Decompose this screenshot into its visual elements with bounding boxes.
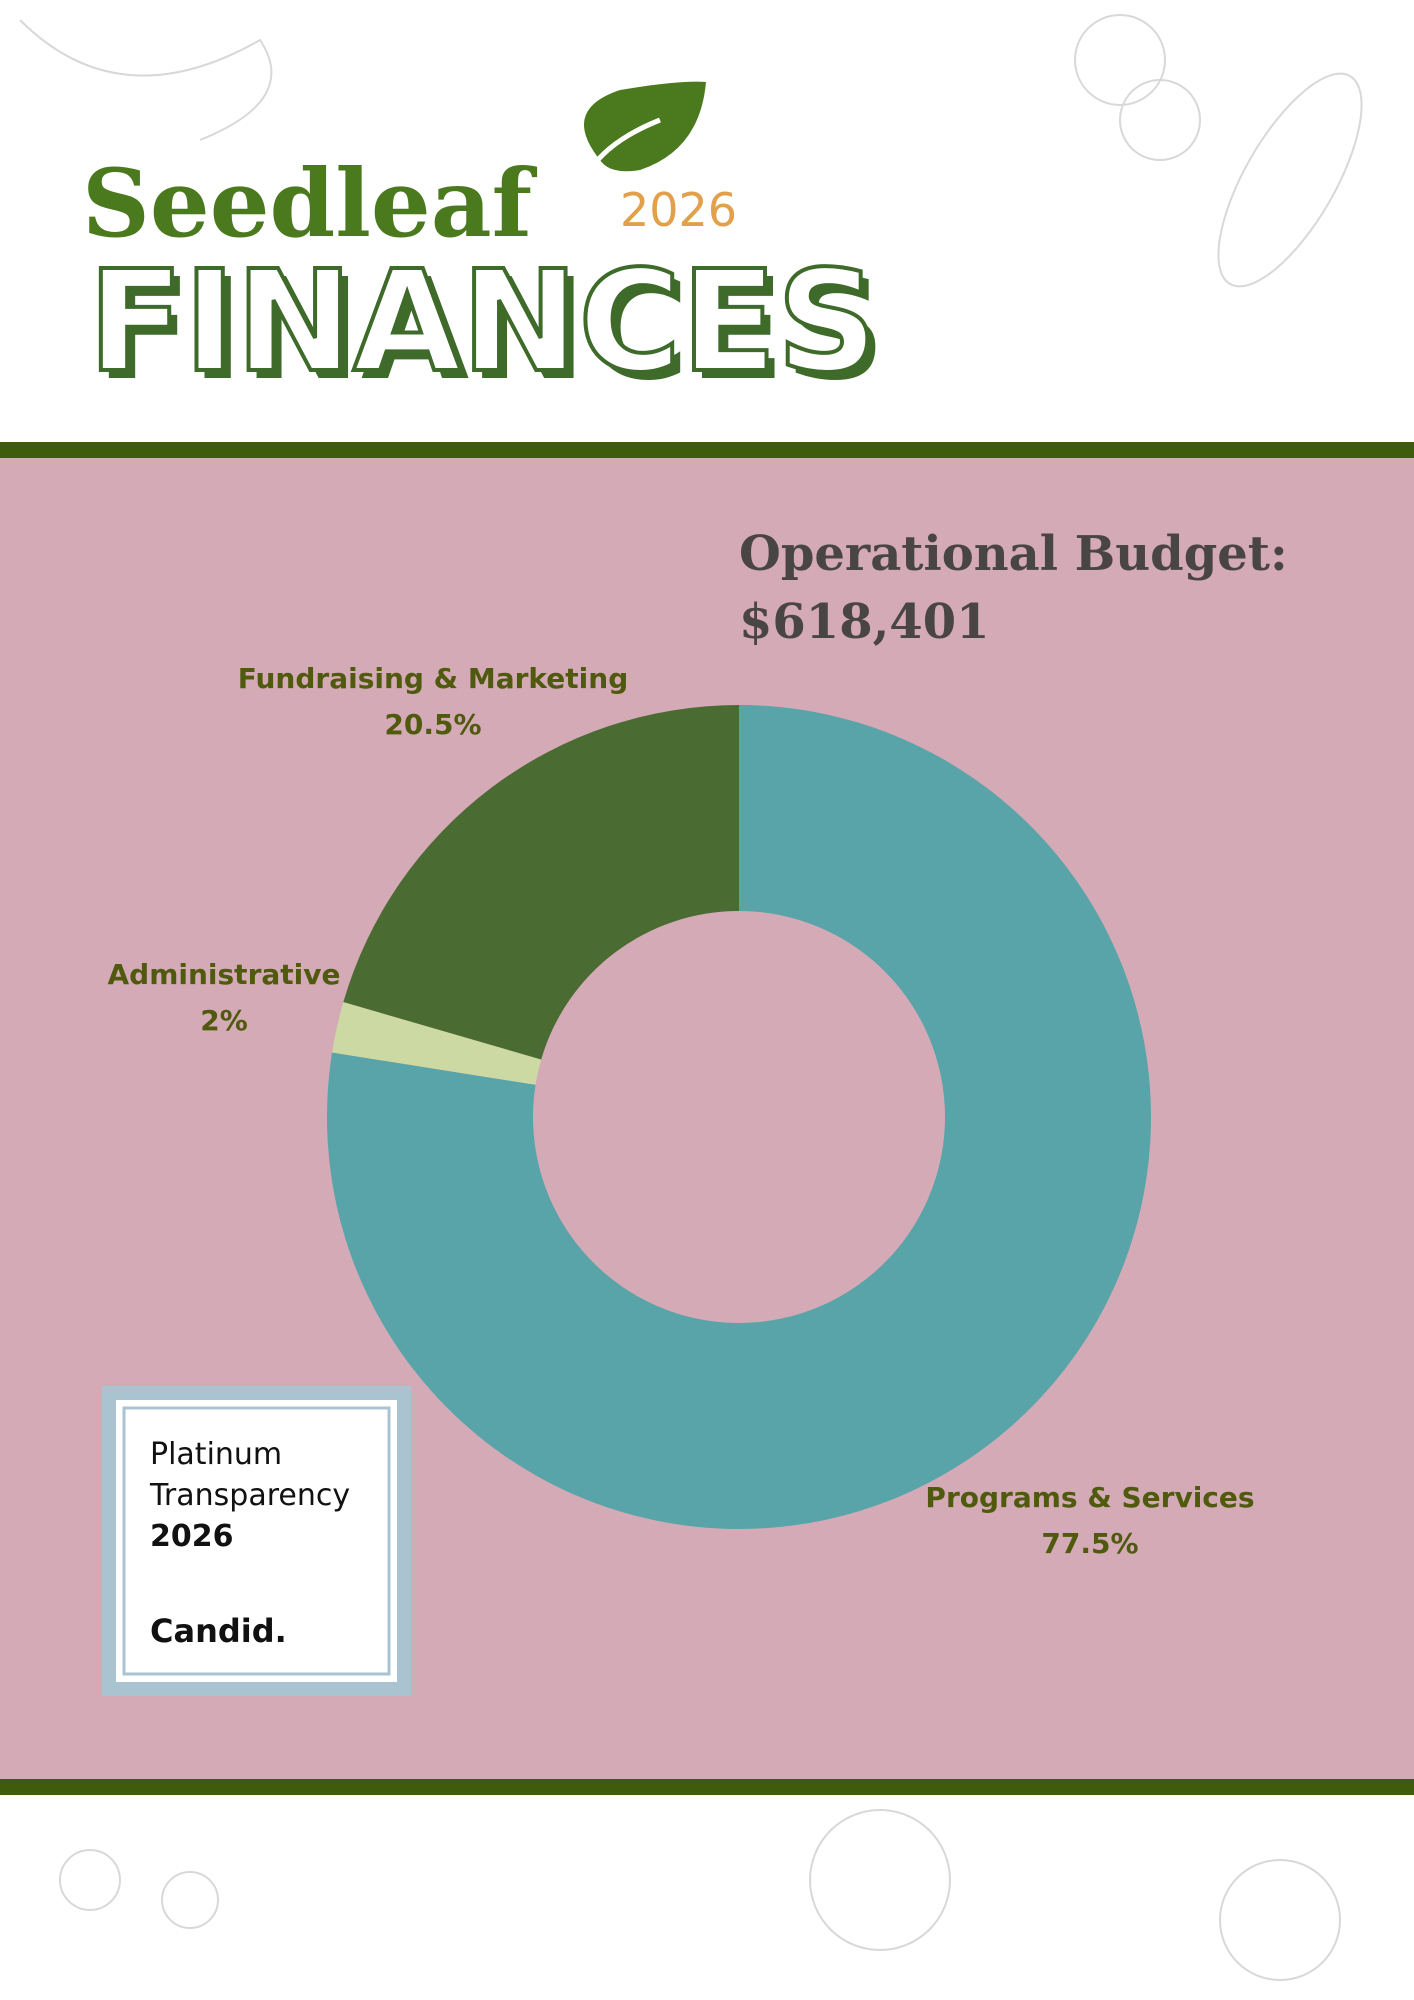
badge-line: Platinum — [150, 1437, 282, 1472]
donut-segment — [332, 1002, 542, 1085]
segment-label: Fundraising & Marketing — [238, 662, 628, 695]
badge — [116, 1400, 397, 1682]
badge-line: Transparency — [149, 1478, 350, 1513]
segment-value: 20.5% — [384, 708, 481, 741]
segment-label: Programs & Services — [925, 1481, 1254, 1514]
donut-segment — [343, 705, 739, 1060]
segment-value: 77.5% — [1041, 1527, 1138, 1560]
segment-value: 2% — [200, 1004, 248, 1037]
badge-year: 2026 — [150, 1519, 234, 1554]
leaf-vein — [587, 117, 661, 172]
chart-subtitle: $618,401 — [739, 594, 990, 650]
chart-title: Operational Budget: — [739, 526, 1288, 582]
decoration — [19, 14, 1363, 1981]
donut: Programs & Services 77.5% Administrative 2%… — [108, 662, 1255, 1560]
title-shadow: FINANCES — [96, 249, 886, 412]
top-bar — [0, 442, 1414, 458]
segment-label: Administrative — [108, 958, 341, 991]
brand-year: 2026 — [620, 183, 737, 237]
bottom-bar — [0, 1779, 1414, 1795]
page-title: FINANCES — [88, 241, 878, 404]
brand: Seedleaf — [82, 149, 538, 259]
badge-border — [122, 1406, 391, 1676]
donut-segment — [327, 705, 1151, 1529]
badge-brand: Candid. — [150, 1612, 287, 1650]
